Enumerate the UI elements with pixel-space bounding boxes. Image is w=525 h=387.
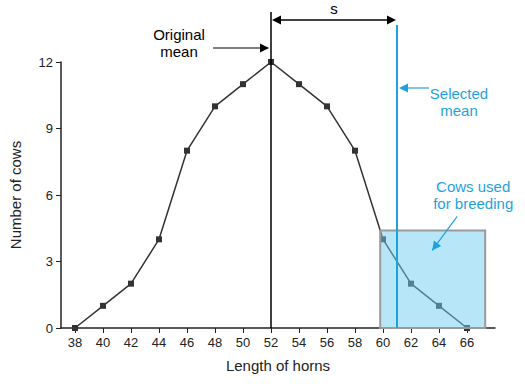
svg-text:0: 0 [46,321,53,336]
svg-text:62: 62 [404,335,418,350]
svg-text:58: 58 [348,335,362,350]
svg-text:50: 50 [236,335,250,350]
svg-text:Length of horns: Length of horns [226,357,330,374]
svg-text:mean: mean [440,102,478,119]
svg-text:Number of cows: Number of cows [7,141,24,249]
svg-text:38: 38 [68,335,82,350]
svg-text:Selected: Selected [430,85,488,102]
svg-text:66: 66 [460,335,474,350]
svg-text:44: 44 [152,335,166,350]
svg-text:9: 9 [46,121,53,136]
svg-text:mean: mean [160,43,198,60]
svg-text:40: 40 [96,335,110,350]
svg-text:42: 42 [124,335,138,350]
svg-text:3: 3 [46,254,53,269]
svg-text:6: 6 [46,188,53,203]
svg-text:52: 52 [264,335,278,350]
svg-text:Original: Original [153,26,205,43]
svg-text:56: 56 [320,335,334,350]
svg-text:Cows used: Cows used [436,178,510,195]
svg-text:12: 12 [39,55,53,70]
svg-text:for breeding: for breeding [433,195,513,212]
svg-text:64: 64 [432,335,446,350]
svg-text:s: s [330,0,338,17]
svg-text:60: 60 [376,335,390,350]
svg-text:54: 54 [292,335,306,350]
svg-text:48: 48 [208,335,222,350]
svg-text:46: 46 [180,335,194,350]
